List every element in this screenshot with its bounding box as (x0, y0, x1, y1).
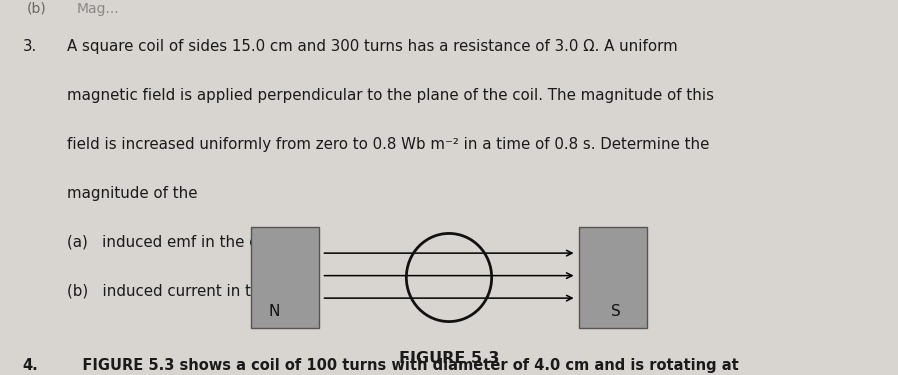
Text: (a)   induced emf in the coil.: (a) induced emf in the coil. (67, 234, 280, 249)
Text: (b)   induced current in the coil.: (b) induced current in the coil. (67, 283, 305, 298)
Text: FIGURE 5.3: FIGURE 5.3 (399, 351, 499, 366)
Text: N: N (269, 304, 279, 319)
Text: magnitude of the: magnitude of the (67, 186, 198, 201)
Bar (579, 227, 647, 328)
Text: FIGURE 5.3 shows a coil of 100 turns with diameter of 4.0 cm and is rotating at: FIGURE 5.3 shows a coil of 100 turns wit… (67, 358, 739, 373)
Text: (b): (b) (27, 2, 47, 16)
Text: field is increased uniformly from zero to 0.8 Wb m⁻² in a time of 0.8 s. Determi: field is increased uniformly from zero t… (67, 137, 709, 152)
Text: magnetic field is applied perpendicular to the plane of the coil. The magnitude : magnetic field is applied perpendicular … (67, 88, 714, 103)
Text: S: S (612, 304, 621, 319)
Text: 4.: 4. (22, 358, 39, 373)
Text: 3.: 3. (22, 39, 37, 54)
Text: Mag...: Mag... (76, 2, 119, 16)
Text: A square coil of sides 15.0 cm and 300 turns has a resistance of 3.0 Ω. A unifor: A square coil of sides 15.0 cm and 300 t… (67, 39, 678, 54)
Bar (251, 227, 319, 328)
